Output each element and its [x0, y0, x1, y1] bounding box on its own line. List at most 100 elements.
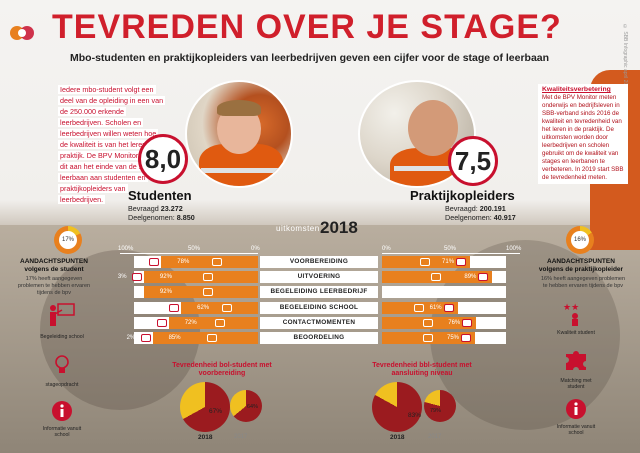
- student-satisfied-bar: [143, 286, 258, 299]
- student-label: Studenten: [128, 188, 192, 203]
- trainer-problem-icon: [443, 303, 454, 312]
- attention-students-heading: AANDACHTSPUNTEN volgens de student: [2, 258, 106, 274]
- trainer-satisfied-value: 61%: [429, 304, 442, 311]
- student-bar-icon: [211, 258, 222, 266]
- student-satisfied-value: 62%: [197, 304, 210, 311]
- trainer-problem-icon: [478, 273, 489, 282]
- chart-row: 72% 28% CONTACTMOMENTEN 76% 24%: [0, 316, 640, 331]
- attention-students-heading-text: AANDACHTSPUNTEN: [20, 258, 88, 265]
- attention-trainers-donut: 16%: [566, 226, 594, 254]
- trainer-satisfied-value: 76%: [448, 319, 461, 326]
- pie-bol-2017: 64%: [230, 390, 262, 422]
- left-icon-caption-2: stageopdracht: [45, 382, 79, 388]
- chart-row: 78% 9% VOORBEREIDING 71% 9%: [0, 256, 640, 270]
- axis-left-0: 0%: [251, 246, 260, 252]
- chart-row: 62% 16% BEGELEIDING SCHOOL 61% 11%: [0, 301, 640, 316]
- axis-right-0: 0%: [382, 246, 391, 252]
- sidebar-box: Kwaliteitsverbetering Met de BPV Monitor…: [538, 84, 628, 184]
- attention-trainers-percent: 16%: [573, 237, 586, 243]
- student-asked-value: 23.272: [160, 204, 183, 213]
- trainer-asked-label: Bevraagd:: [445, 204, 478, 213]
- axis-left-100: 100%: [118, 246, 134, 252]
- sidebar-text: Met de BPV Monitor meten onderwijs en be…: [542, 94, 624, 181]
- trainer-satisfied-value: 75%: [447, 335, 460, 341]
- attention-students-subheading: volgens de student: [24, 266, 84, 273]
- trainer-bar-bg: [382, 286, 506, 299]
- trainer-label: Praktijkopleiders: [410, 188, 515, 203]
- pie-bbl-year-2017: 2017: [428, 434, 442, 440]
- trainer-bar-icon: [422, 334, 433, 342]
- student-stats: Bevraagd 23.272 Deelgenomen: 8.850: [128, 204, 195, 222]
- student-problem-value: 3%: [117, 274, 127, 281]
- student-problem-value: 2%: [126, 335, 136, 341]
- chart-category-label: BEGELEIDING SCHOOL: [260, 301, 378, 314]
- trainer-participants-value: 40.917: [493, 213, 516, 222]
- pie-bol-2017-value: 64%: [247, 404, 259, 410]
- left-icon-caption-1: Begeleiding school: [40, 334, 84, 340]
- trainer-problem-value: 24%: [478, 319, 491, 326]
- puzzle-icon: [566, 351, 586, 370]
- trainer-bar-icon: [420, 258, 431, 266]
- trainer-face: [408, 100, 458, 156]
- axis-left-50: 50%: [188, 246, 201, 252]
- trainer-satisfied-bar: [382, 256, 471, 268]
- pie-bol-year-2017: 2017: [234, 434, 248, 440]
- results-year-header: uitkomsten 2018: [258, 218, 408, 237]
- student-satisfied-bar: [143, 271, 258, 284]
- chart-row: 92% 3% UITVOERING 89% 3%: [0, 271, 640, 285]
- attention-trainers-subheading: volgens de praktijkopleider: [538, 266, 624, 273]
- right-icon-caption-3: Informatie vanuit school: [556, 424, 596, 436]
- student-bar-icon: [202, 273, 213, 282]
- lightbulb-icon: [55, 355, 69, 373]
- info-icon: [52, 401, 72, 421]
- trainer-asked-value: 200.191: [479, 204, 506, 213]
- trainer-problem-value: 11%: [459, 304, 472, 311]
- pie-bol-title: Tevredenheid bol-student met voorbereidi…: [172, 362, 272, 377]
- student-participants-value: 8.850: [176, 213, 195, 222]
- student-problem-value: 16%: [155, 304, 168, 311]
- chart-category-label: BEOORDELING: [260, 332, 378, 344]
- student-problem-value: 28%: [142, 319, 155, 326]
- pie-bbl-2018: 83%: [372, 382, 422, 432]
- axis-line-left: [120, 253, 258, 254]
- chart-category-label: CONTACTMOMENTEN: [260, 316, 378, 329]
- student-bar-icon: [202, 288, 213, 297]
- student-problem-icon: [140, 334, 151, 342]
- stars-icon: ★★: [563, 303, 579, 326]
- pie-bbl-2017: 79%: [424, 390, 456, 422]
- trainer-problem-icon: [461, 334, 471, 342]
- credit-text: © SBB Infographic april 2018: [622, 24, 628, 91]
- svg-text:★★: ★★: [563, 303, 579, 313]
- right-icon-caption-2: Matching met student: [560, 378, 592, 390]
- student-bar-icon: [215, 318, 226, 327]
- trainer-satisfied-bar: [382, 332, 475, 344]
- chart-row: 92% BEGELEIDING LEERBEDRIJF: [0, 286, 640, 300]
- axis-right-50: 50%: [444, 246, 457, 252]
- pie-bol-2018-value: 67%: [209, 408, 223, 415]
- trainer-problem-value: 9%: [472, 259, 481, 265]
- trainer-participants-label: Deelgenomen:: [445, 213, 492, 222]
- trainer-problem-value: 3%: [477, 335, 486, 341]
- trainer-satisfied-value: 71%: [442, 259, 455, 265]
- student-satisfied-value: 78%: [177, 259, 190, 265]
- student-problem-icon: [156, 318, 167, 327]
- chart-category-label: UITVOERING: [260, 271, 378, 284]
- student-satisfied-bar: [181, 301, 258, 314]
- student-score: 8,0: [138, 134, 188, 184]
- student-vest-stripe: [201, 168, 281, 173]
- trainer-vest-stripe: [394, 166, 474, 171]
- info-icon-right: [566, 399, 586, 419]
- student-photo: [185, 80, 293, 188]
- pie-bbl-year-2018: 2018: [390, 434, 405, 441]
- results-year: 2018: [320, 218, 358, 237]
- sidebar-heading: Kwaliteitsverbetering: [542, 86, 611, 93]
- page-subtitle: Mbo-studenten en praktijkopleiders van l…: [70, 52, 550, 64]
- student-satisfied-bar: [152, 332, 258, 344]
- attention-students-percent: 17%: [61, 237, 74, 243]
- attention-trainers-heading: AANDACHTSPUNTEN volgens de praktijkoplei…: [526, 258, 636, 274]
- trainer-satisfied-bar: [382, 271, 493, 284]
- attention-trainers-desc: 16% heeft aangegeven problemen te hebben…: [540, 276, 626, 289]
- trainer-problem-value: 3%: [494, 274, 504, 281]
- intro-text: Iedere mbo-student volgt een deel van de…: [58, 84, 167, 205]
- axis-right-100: 100%: [506, 246, 522, 252]
